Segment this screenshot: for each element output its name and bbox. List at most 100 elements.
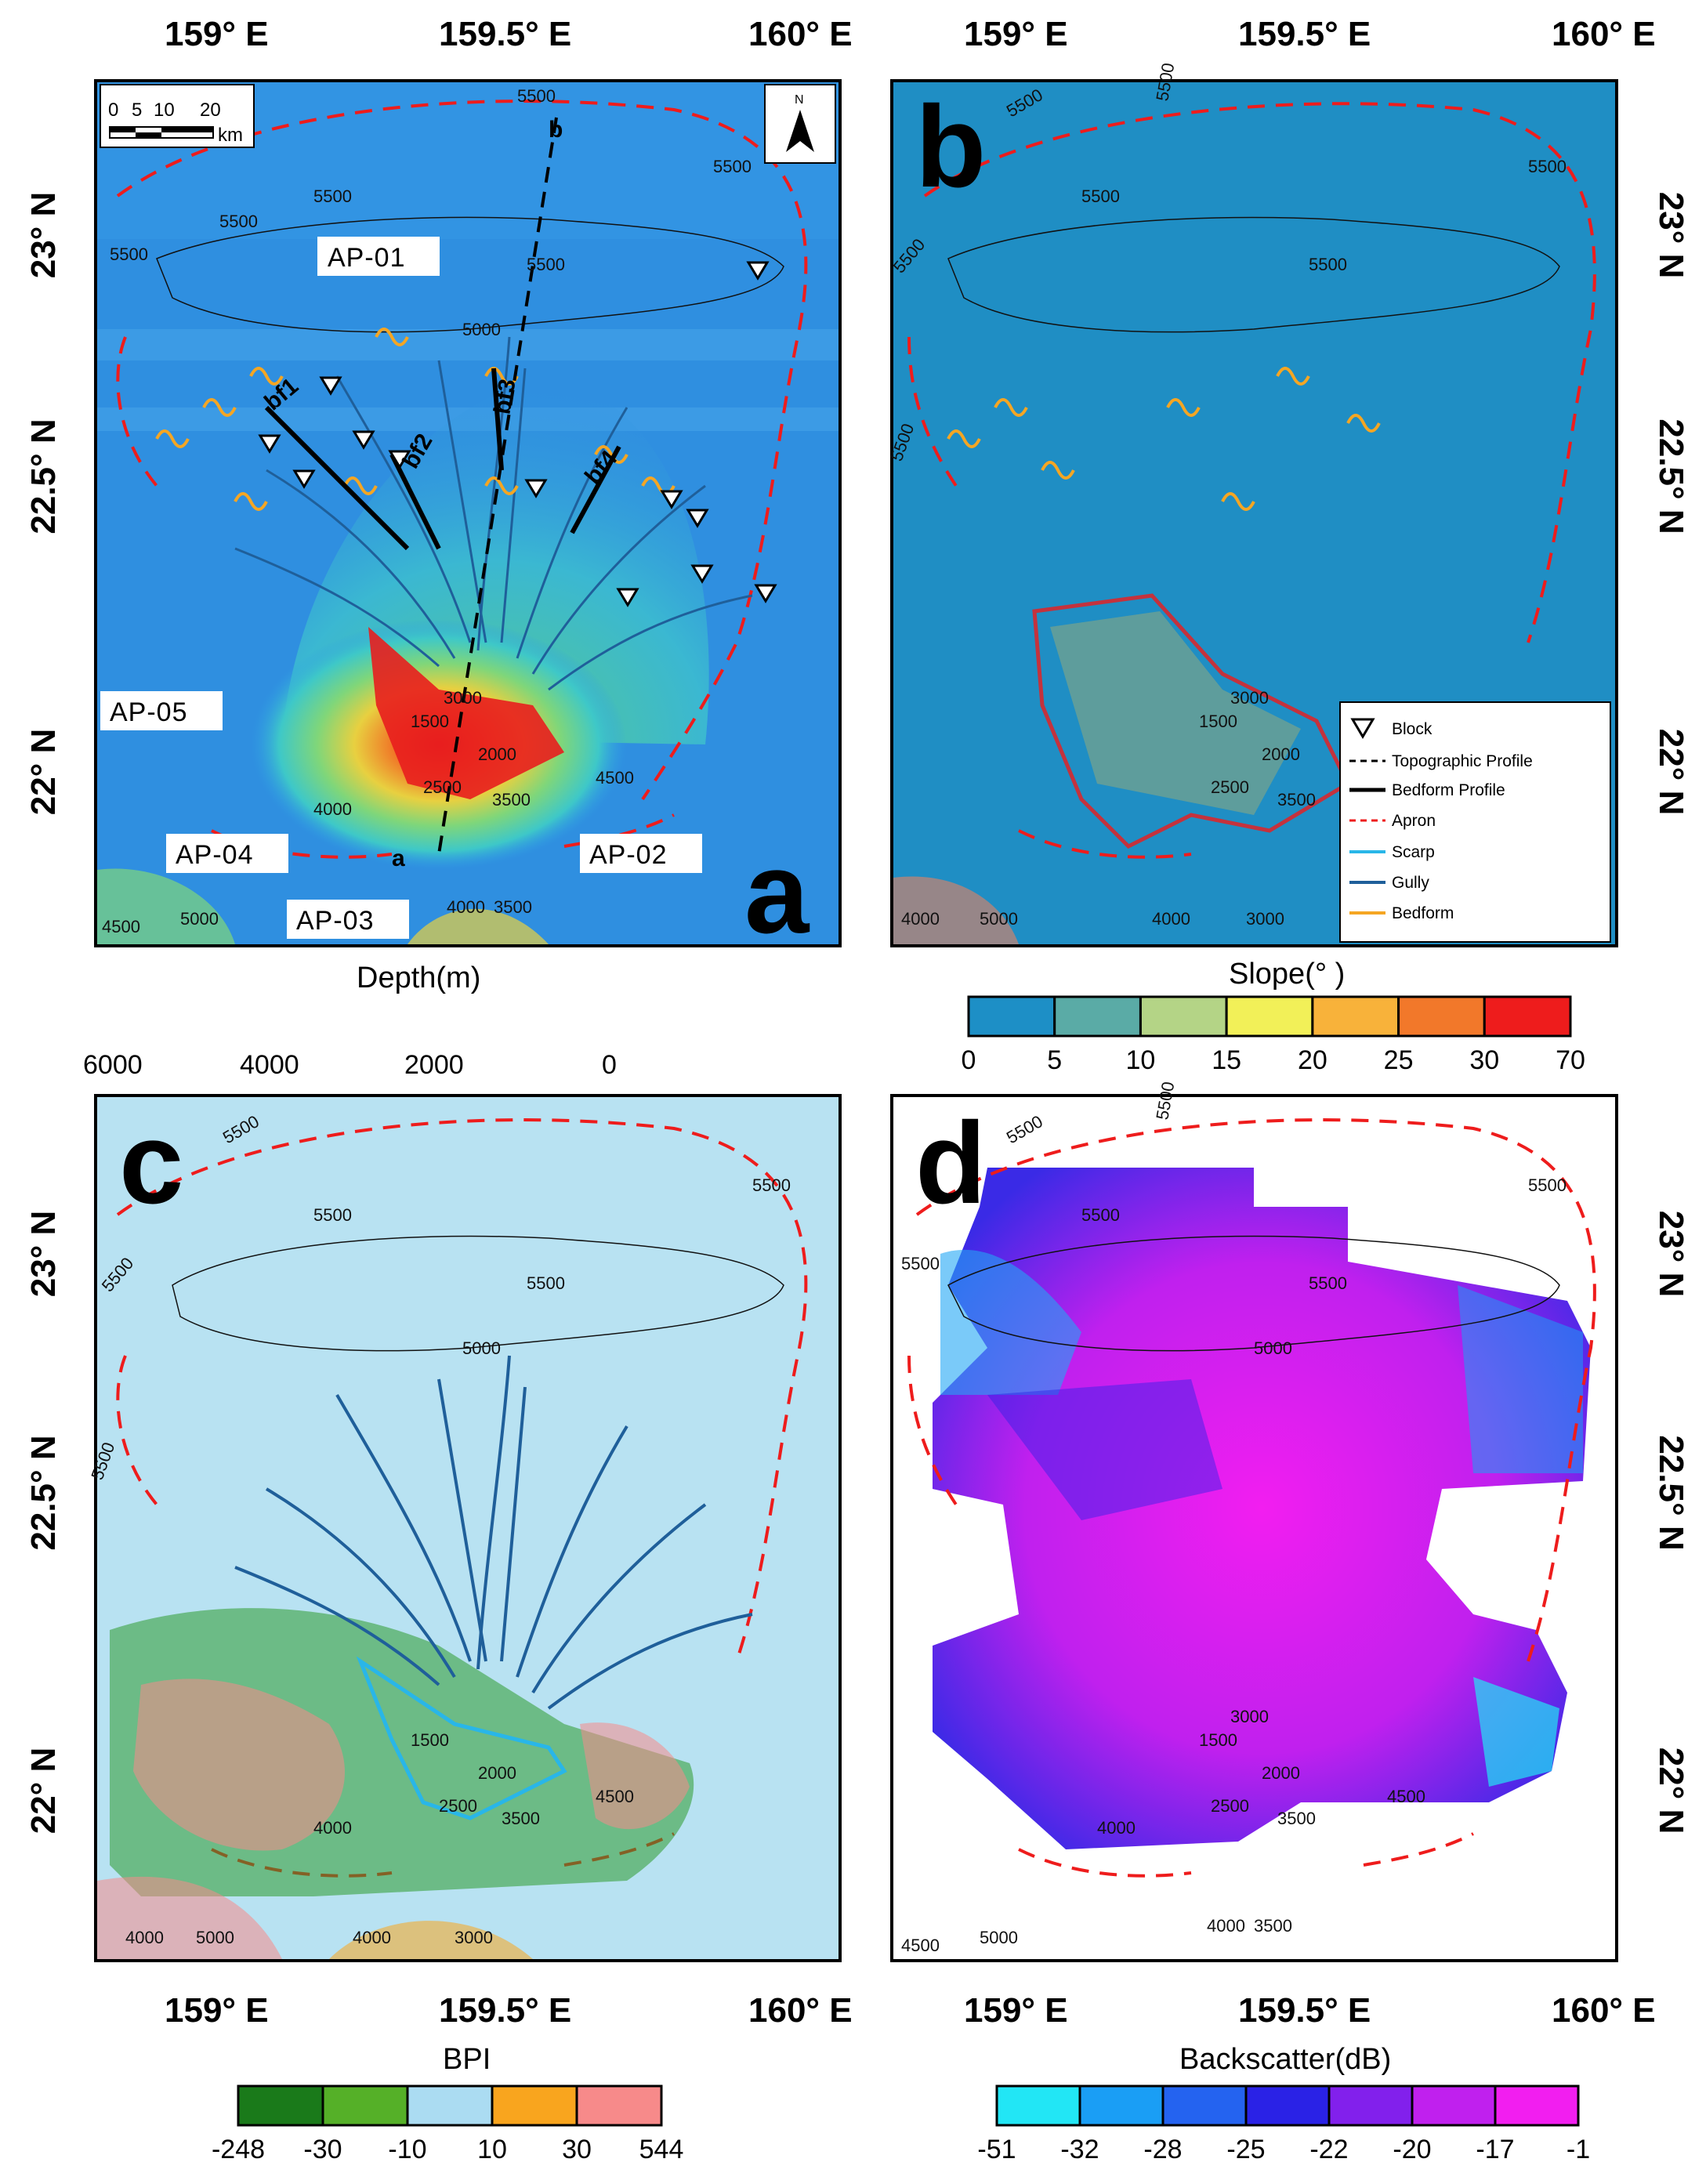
slope-colorbar-swatch [1397, 995, 1486, 1038]
svg-text:3500: 3500 [492, 790, 531, 809]
svg-text:5000: 5000 [980, 1928, 1018, 1947]
backscatter-colorbar-tick: -20 [1393, 2135, 1431, 2164]
ap-04-label: AP-04 [176, 840, 254, 870]
svg-text:1500: 1500 [411, 1730, 449, 1750]
svg-text:5500: 5500 [1309, 255, 1347, 274]
lon-label: 159° E [964, 15, 1068, 53]
scale-tick-20: 20 [200, 100, 221, 121]
svg-text:4000: 4000 [313, 799, 352, 819]
backscatter-colorbar-swatch [1078, 2084, 1164, 2127]
lat-label: 22° N [24, 729, 63, 816]
backscatter-colorbar-title: Backscatter(dB) [1179, 2043, 1391, 2076]
svg-text:4000: 4000 [313, 1818, 352, 1838]
backscatter-colorbar-swatch [1494, 2084, 1580, 2127]
slope-colorbar-tick: 5 [1047, 1045, 1062, 1075]
gullies-a [234, 336, 753, 691]
panel-d: 5500 5500 5500 5500 5500 5500 5000 3000 … [890, 1080, 1618, 1962]
svg-text:3500: 3500 [1254, 1916, 1292, 1936]
svg-text:4500: 4500 [596, 1787, 634, 1806]
bpi-colorbar-tick: -248 [212, 2135, 265, 2164]
lon-label: 160° E [1552, 15, 1656, 53]
backscatter-colorbar-tick: -25 [1226, 2135, 1265, 2164]
panel-letter-b: b [915, 82, 986, 212]
svg-text:N: N [795, 93, 804, 107]
panel-letter-d: d [915, 1099, 986, 1228]
svg-text:2500: 2500 [423, 777, 462, 797]
bpi-colorbar-swatch [406, 2084, 494, 2127]
svg-text:4500: 4500 [1387, 1787, 1425, 1806]
legend: Block Topographic Profile Bedform Profil… [1339, 701, 1611, 943]
legend-label-gully: Gully [1392, 874, 1429, 892]
panel-letter-a: a [744, 828, 810, 958]
svg-text:1500: 1500 [411, 712, 449, 731]
svg-text:4500: 4500 [901, 1936, 940, 1955]
backscatter-colorbar-swatch [1411, 2084, 1497, 2127]
svg-text:3500: 3500 [1277, 1809, 1316, 1828]
backscatter-colorbar-tick: -22 [1309, 2135, 1348, 2164]
slope-colorbar-tick: 25 [1384, 1045, 1414, 1075]
scale-unit: km [218, 125, 243, 146]
svg-text:3000: 3000 [444, 688, 482, 708]
slope-colorbar: Slope(° ) 0 5 10 15 20 25 30 70 [962, 958, 1585, 1075]
backscatter-colorbar-swatch [1244, 2084, 1331, 2127]
slope-colorbar-swatch [1225, 995, 1314, 1038]
lon-label: 159° E [964, 1991, 1068, 2030]
panel-c: 5500 5500 5500 5500 5500 5500 5000 1500 … [87, 1094, 842, 1962]
legend-label-scarp: Scarp [1392, 843, 1435, 861]
axis-labels-a: 159° E 159.5° E 160° E 23° N 22.5° N 22°… [24, 15, 853, 815]
backscatter-colorbar-tick: -32 [1060, 2135, 1099, 2164]
lat-label: 22.5° N [1652, 418, 1690, 534]
slope-colorbar-tick: 10 [1126, 1045, 1156, 1075]
scale-tick-10: 10 [154, 100, 175, 121]
backscatter-colorbar-swatch [995, 2084, 1081, 2127]
svg-text:3000: 3000 [1246, 909, 1284, 929]
axis-labels-b: 159° E 159.5° E 160° E 23° N 22.5° N 22°… [964, 15, 1690, 815]
blocks-a [258, 261, 777, 607]
legend-label-bedform: Bedform [1392, 904, 1454, 922]
slope-colorbar-tick: 20 [1298, 1045, 1327, 1075]
legend-label-block: Block [1392, 720, 1433, 738]
backscatter-colorbar-tick: -51 [977, 2135, 1016, 2164]
scale-tick-5: 5 [132, 100, 142, 121]
ap-03-label: AP-03 [296, 906, 375, 936]
lat-label: 23° N [1652, 1211, 1690, 1298]
bpi-colorbar-tick: -30 [303, 2135, 342, 2164]
slope-colorbar-title: Slope(° ) [1229, 958, 1345, 991]
svg-text:3000: 3000 [1230, 688, 1269, 708]
svg-text:5000: 5000 [180, 909, 219, 929]
legend-block-icon [1350, 718, 1375, 739]
svg-text:5500: 5500 [1528, 1175, 1567, 1195]
svg-text:5500: 5500 [713, 157, 752, 176]
svg-text:2000: 2000 [478, 1763, 516, 1783]
backscatter-colorbar: Backscatter(dB) -51 -32 -28 -25 -22 -20 -17 -1 [977, 2043, 1590, 2164]
svg-text:4000: 4000 [125, 1928, 164, 1947]
slope-colorbar-tick: 70 [1556, 1045, 1585, 1075]
svg-text:4000: 4000 [1097, 1818, 1136, 1838]
bedforms-a [155, 328, 676, 511]
svg-text:5500: 5500 [527, 255, 565, 274]
bpi-colorbar: BPI -248 -30 -10 10 30 544 [212, 2043, 683, 2164]
bpi-colorbar-tick: 10 [477, 2135, 507, 2164]
svg-text:5500: 5500 [313, 1205, 352, 1225]
svg-text:4000: 4000 [1152, 909, 1190, 929]
svg-text:3000: 3000 [1230, 1707, 1269, 1726]
lat-label: 23° N [24, 192, 63, 279]
svg-text:2000: 2000 [1262, 1763, 1300, 1783]
svg-text:1500: 1500 [1199, 712, 1237, 731]
svg-text:5000: 5000 [1254, 1338, 1292, 1358]
depth-tick: 6000 [83, 1050, 143, 1080]
slope-colorbar-swatch [1139, 995, 1228, 1038]
lat-label: 22° N [24, 1748, 63, 1834]
panel-b: 5500 5500 5500 5500 5500 5500 5500 3000 … [886, 61, 1618, 947]
svg-text:3500: 3500 [502, 1809, 540, 1828]
lat-label: 23° N [24, 1211, 63, 1298]
svg-text:5500: 5500 [219, 212, 258, 231]
svg-text:5000: 5000 [462, 320, 501, 339]
lon-label: 159° E [165, 1991, 269, 2030]
lon-label: 159° E [165, 15, 269, 53]
svg-text:2500: 2500 [1211, 777, 1249, 797]
legend-label-topographic-profile: Topographic Profile [1392, 752, 1533, 770]
backscatter-colorbar-tick: -17 [1476, 2135, 1514, 2164]
bpi-colorbar-tick: -10 [388, 2135, 426, 2164]
svg-text:2000: 2000 [1262, 744, 1300, 764]
